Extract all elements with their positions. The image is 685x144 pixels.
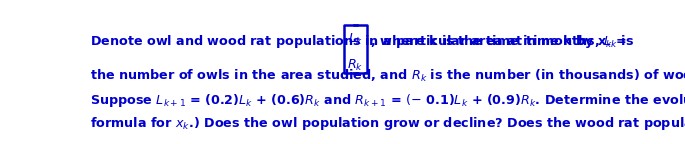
Text: the number of owls in the area studied, and $R_k$ is the number (in thousands) o: the number of owls in the area studied, … bbox=[90, 68, 685, 84]
Text: $R_k$: $R_k$ bbox=[347, 57, 364, 73]
Text: $L_k$: $L_k$ bbox=[348, 32, 363, 47]
Text: formula for $x_k$.) Does the owl population grow or decline? Does the wood rat p: formula for $x_k$.) Does the owl populat… bbox=[90, 115, 685, 132]
Text: , where k is the time in months, $L_k$ is: , where k is the time in months, $L_k$ i… bbox=[370, 34, 634, 50]
Text: Suppose $L_{k+1}$ = (0.2)$L_k$ + (0.6)$R_k$ and $R_{k+1}$ = $(-$ 0.1)$L_k$ + (0.: Suppose $L_{k+1}$ = (0.2)$L_k$ + (0.6)$R… bbox=[90, 92, 685, 109]
Text: Denote owl and wood rat populations in a particular area at time k by $\mathbf{x: Denote owl and wood rat populations in a… bbox=[90, 33, 627, 50]
